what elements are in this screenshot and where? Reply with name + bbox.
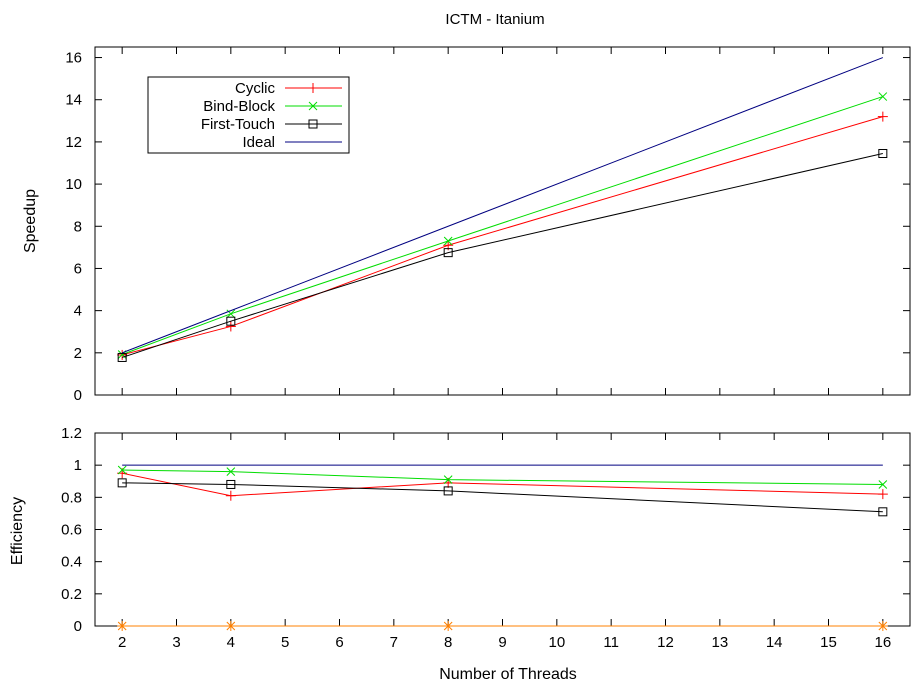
efficiency-y-tick-label: 0.4 bbox=[61, 554, 82, 571]
legend-box bbox=[147, 76, 350, 154]
legend-marker-cyclic bbox=[308, 83, 318, 93]
speedup-y-tick-label: 8 bbox=[74, 218, 82, 235]
x-tick-label: 4 bbox=[227, 634, 235, 651]
efficiency-series-4-point bbox=[225, 621, 236, 631]
speedup-cyclic-point bbox=[225, 321, 236, 332]
efficiency-plot-frame bbox=[94, 432, 911, 627]
x-tick-label: 14 bbox=[766, 634, 783, 651]
chart-title: ICTM - Itanium bbox=[445, 11, 544, 28]
speedup-bind-block-line bbox=[121, 96, 883, 355]
legend-label-cyclic: Cyclic bbox=[235, 80, 275, 97]
efficiency-series-1-point bbox=[443, 475, 453, 484]
speedup-first-touch-line bbox=[122, 153, 883, 358]
efficiency-y-tick-label: 0.2 bbox=[61, 586, 82, 603]
efficiency-panel: 2 3 4 5 6 7 8 9 10 11 12 13 14 15 16 0 0.2 0.4 0.6 0.8 1 1.2 bbox=[61, 425, 911, 651]
efficiency-series-1-point bbox=[226, 467, 236, 476]
speedup-ideal-line bbox=[121, 57, 884, 354]
legend-marker-bind-block bbox=[308, 101, 318, 111]
speedup-y-tick-label: 10 bbox=[65, 176, 82, 193]
x-tick-label: 7 bbox=[390, 634, 398, 651]
speedup-axis-label: Speedup bbox=[22, 189, 39, 253]
efficiency-y-tick-label: 1.2 bbox=[61, 425, 82, 442]
efficiency-series-2-point bbox=[443, 486, 453, 496]
speedup-cyclic-line bbox=[122, 116, 883, 356]
speedup-first-touch-point bbox=[443, 248, 453, 258]
speedup-y-tick-label: 16 bbox=[65, 50, 82, 67]
efficiency-y-tick-label: 0 bbox=[74, 618, 82, 635]
x-tick-label: 13 bbox=[711, 634, 728, 651]
efficiency-axis-label: Efficiency bbox=[9, 497, 26, 565]
speedup-y-tick-label: 14 bbox=[65, 92, 82, 109]
x-tick-label: 11 bbox=[603, 634, 619, 651]
efficiency-series-1-point bbox=[878, 480, 888, 489]
speedup-y-tick-label: 2 bbox=[74, 345, 82, 362]
x-axis-label: Number of Threads bbox=[439, 666, 577, 683]
efficiency-series-0-point bbox=[225, 490, 236, 501]
efficiency-series-2-point bbox=[117, 478, 127, 488]
efficiency-series-0-line bbox=[122, 472, 883, 497]
legend-label-ideal: Ideal bbox=[242, 134, 275, 151]
efficiency-series-4-point bbox=[117, 621, 128, 631]
x-tick-label: 15 bbox=[820, 634, 837, 651]
efficiency-series-4-point bbox=[443, 621, 454, 631]
efficiency-series-1-line bbox=[122, 469, 883, 485]
x-tick-label: 2 bbox=[118, 634, 126, 651]
efficiency-y-tick-label: 0.6 bbox=[61, 522, 82, 539]
speedup-first-touch-point bbox=[117, 352, 127, 362]
x-tick-label: 16 bbox=[874, 634, 891, 651]
efficiency-y-tick-label: 0.8 bbox=[61, 489, 82, 506]
legend-label-first-touch: First-Touch bbox=[201, 116, 275, 133]
speedup-bind-block-point bbox=[878, 92, 888, 101]
speedup-panel: 0 2 4 6 8 10 12 14 16 CyclicBind-BlockFirst-Touch… bbox=[65, 46, 911, 404]
legend-label-bind-block: Bind-Block bbox=[203, 98, 275, 115]
legend-marker-first-touch bbox=[308, 119, 318, 129]
speedup-first-touch-point bbox=[226, 316, 236, 326]
speedup-bind-block-point bbox=[226, 309, 236, 319]
speedup-y-tick-label: 0 bbox=[74, 387, 82, 404]
speedup-bind-block-point bbox=[443, 236, 453, 246]
efficiency-y-tick-label: 1 bbox=[74, 457, 82, 474]
speedup-y-tick-label: 4 bbox=[74, 303, 82, 320]
x-tick-label: 3 bbox=[172, 634, 180, 651]
speedup-y-tick-label: 6 bbox=[74, 260, 82, 277]
efficiency-series-4-point bbox=[877, 621, 888, 631]
efficiency-series-1-point bbox=[117, 465, 127, 475]
x-tick-label: 9 bbox=[498, 634, 506, 651]
x-tick-label: 8 bbox=[444, 634, 452, 651]
speedup-first-touch-point bbox=[878, 149, 888, 159]
efficiency-series-0-point bbox=[877, 489, 888, 500]
efficiency-series-2-line bbox=[122, 482, 883, 513]
x-tick-label: 12 bbox=[657, 634, 674, 651]
x-tick-label: 5 bbox=[281, 634, 289, 651]
efficiency-series-2-point bbox=[226, 479, 236, 489]
speedup-cyclic-point bbox=[877, 111, 888, 122]
efficiency-series-2-point bbox=[878, 507, 888, 517]
x-tick-label: 10 bbox=[548, 634, 565, 651]
speedup-y-tick-label: 12 bbox=[65, 134, 82, 151]
x-tick-label: 6 bbox=[335, 634, 343, 651]
